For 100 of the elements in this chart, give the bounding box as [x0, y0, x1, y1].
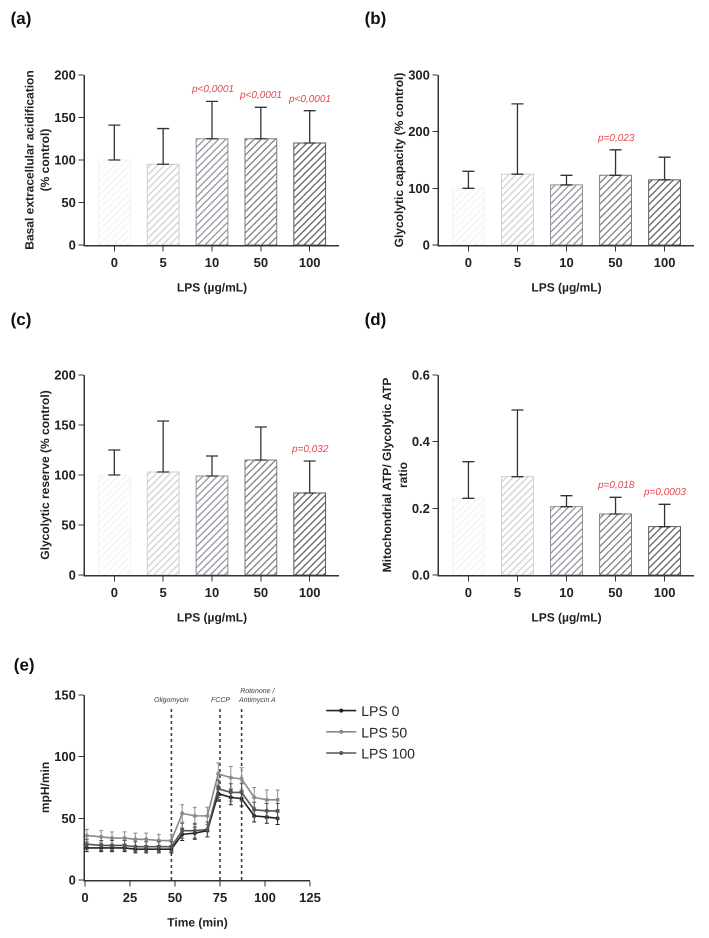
legend-label: LPS 0 — [361, 703, 400, 720]
y-tick-label: 0.6 — [412, 368, 430, 383]
bar — [550, 506, 583, 575]
x-tick-label: 0 — [110, 255, 118, 270]
y-tick-label: 200 — [54, 368, 76, 383]
x-tick-label: 10 — [204, 255, 220, 270]
point — [169, 844, 174, 849]
y-tick-label: 100 — [54, 749, 76, 764]
x-tick-label: 5 — [514, 255, 522, 270]
chart-title: (e) — [14, 655, 35, 674]
y-tick-label: 0 — [68, 238, 76, 253]
bar — [599, 174, 632, 245]
y-tick-label: 300 — [408, 68, 430, 83]
point — [192, 828, 197, 833]
bar — [501, 174, 534, 245]
y-tick-label: 0.4 — [412, 434, 431, 450]
annotation: p<0,0001 — [191, 84, 234, 95]
point — [276, 808, 280, 813]
y-tick-label: 50 — [61, 195, 76, 210]
point — [99, 843, 104, 848]
point — [122, 836, 127, 840]
y-axis-title: Glycolytic capacity (% control) — [392, 72, 406, 248]
x-tick-label: 100 — [298, 255, 321, 270]
y-tick-label: 150 — [54, 418, 76, 433]
x-tick-label: 0 — [81, 890, 89, 906]
point — [252, 795, 256, 800]
bar — [648, 179, 682, 245]
point — [240, 776, 244, 781]
x-tick-label: 100 — [654, 255, 676, 270]
x-tick-label: 5 — [514, 585, 522, 600]
annotation: p<0,0001 — [239, 90, 282, 101]
y-tick-label: 0 — [422, 238, 430, 253]
point — [133, 837, 138, 842]
point — [228, 790, 233, 794]
y-tick-label: 0 — [68, 872, 76, 888]
point — [205, 814, 210, 818]
bar — [196, 138, 228, 245]
x-axis-title: LPS (µg/mL) — [176, 280, 248, 294]
point — [180, 828, 184, 833]
chart-title: (b) — [364, 8, 386, 28]
y-tick-label: 100 — [54, 152, 76, 168]
x-axis-title: LPS (µg/mL) — [531, 280, 602, 294]
x-tick-label: 50 — [254, 255, 268, 270]
bar — [98, 160, 131, 245]
point — [110, 836, 114, 840]
annotation: p=0,0003 — [643, 487, 686, 498]
bar — [146, 472, 180, 575]
bar — [648, 526, 682, 575]
point — [240, 790, 244, 794]
annotation: p=0,023 — [597, 133, 635, 144]
legend-label: LPS 50 — [361, 724, 408, 740]
x-tick-label: 10 — [559, 585, 574, 600]
point — [228, 776, 233, 780]
point — [133, 844, 138, 849]
x-tick-label: 5 — [160, 255, 167, 270]
x-axis-title: LPS (µg/mL) — [531, 610, 602, 624]
x-tick-label: 10 — [559, 255, 574, 270]
bar — [550, 184, 583, 245]
x-tick-label: 100 — [298, 585, 321, 600]
bar — [501, 476, 534, 575]
point — [99, 834, 104, 839]
point — [156, 844, 161, 849]
point — [264, 808, 269, 813]
x-tick-label: 125 — [299, 890, 321, 906]
point — [276, 798, 280, 802]
x-tick-label: 100 — [654, 585, 676, 600]
y-tick-label: 150 — [54, 110, 76, 126]
bar — [599, 514, 632, 575]
annotation: p=0,032 — [291, 444, 329, 455]
point — [110, 843, 114, 848]
bar — [196, 476, 228, 575]
point — [144, 844, 148, 849]
y-tick-label: 0 — [68, 568, 76, 583]
x-tick-label: 50 — [608, 255, 623, 270]
x-tick-label: 0 — [110, 585, 118, 600]
point — [216, 786, 220, 791]
point — [144, 837, 148, 842]
y-tick-label: 150 — [54, 688, 76, 703]
chart-title: (c) — [10, 310, 32, 330]
x-tick-label: 50 — [608, 585, 623, 600]
y-axis-title: Basal extracellular acidification (% control) — [22, 70, 52, 250]
bar — [244, 138, 278, 245]
point — [180, 811, 184, 816]
x-axis-title: LPS (µg/mL) — [176, 610, 248, 624]
x-axis-title: Time (min) — [167, 916, 228, 930]
x-tick-label: 25 — [122, 890, 138, 906]
point — [85, 834, 89, 838]
y-tick-label: 200 — [408, 124, 430, 140]
x-tick-label: 0 — [464, 585, 472, 600]
y-tick-label: 0.0 — [412, 568, 430, 583]
x-tick-label: 100 — [254, 890, 276, 906]
bar — [293, 142, 326, 245]
y-axis-title: Mitochondrial ATP/ Glycolytic ATP ratio — [380, 378, 410, 572]
y-tick-label: 200 — [54, 68, 76, 83]
bar — [452, 498, 485, 575]
bar — [452, 188, 485, 245]
bar — [293, 492, 326, 575]
point — [192, 814, 197, 818]
y-tick-label: 100 — [408, 180, 430, 196]
chart-title: (a) — [10, 8, 32, 28]
